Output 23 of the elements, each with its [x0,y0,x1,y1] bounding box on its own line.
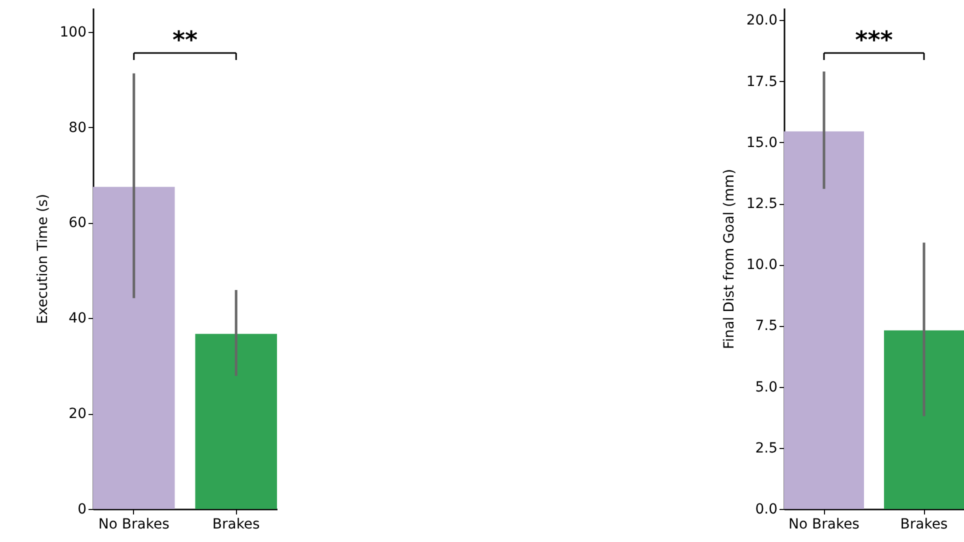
y-tick-label: 2.5 [755,440,778,456]
y-tick-label: 20 [68,406,86,422]
y-tick-label: 60 [68,215,86,232]
x-tick-label: Brakes [900,516,948,532]
y-tick-label: 7.5 [755,318,778,334]
y-tick-label: 12.5 [746,196,778,212]
y-tick-label: 80 [68,120,86,136]
y-tick-label: 5.0 [755,379,778,396]
y-tick-label: 15.0 [746,134,778,151]
x-tick-label: No Brakes [788,516,860,532]
y-axis-title: Execution Time (s) [34,194,51,324]
y-tick-label: 40 [68,310,86,327]
y-tick-label: 17.5 [746,74,778,90]
annotation: ** [172,26,198,54]
y-axis-title: Final Dist from Goal (mm) [721,168,738,350]
y-tick-label: 10.0 [746,257,778,274]
y-tick-label: 0.0 [755,502,778,518]
x-tick-label: No Brakes [98,516,170,532]
y-tick-label: 20.0 [746,12,778,29]
annotation: *** [855,26,894,54]
y-tick-label: 0 [78,502,86,518]
x-tick-label: Brakes [212,516,260,532]
y-tick-label: 100 [60,24,86,40]
